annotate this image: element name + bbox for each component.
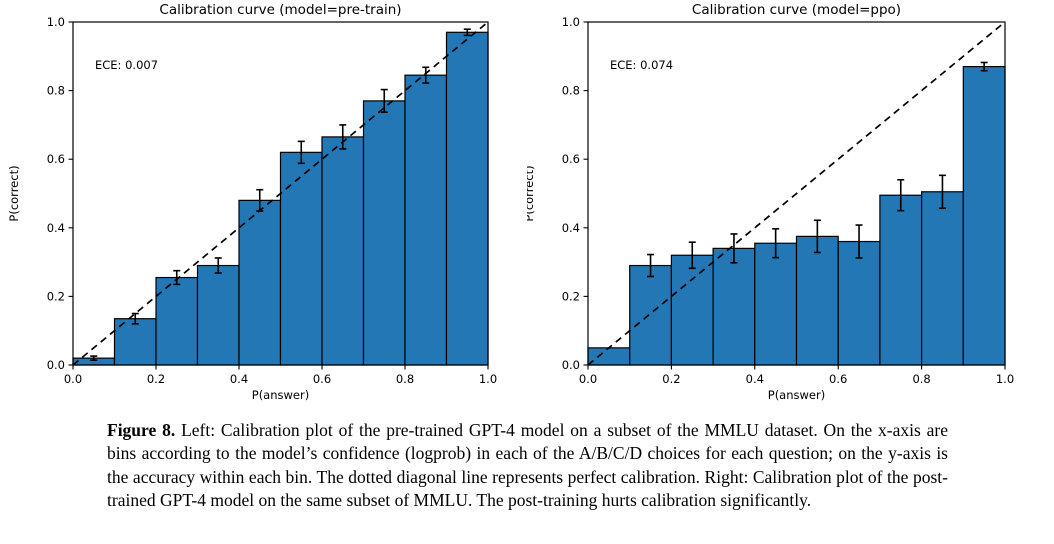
ece-annotation: ECE: 0.074 bbox=[610, 58, 673, 72]
calibration-chart-ppo: 0.0 0.2 0.4 0.6 0.8 1.0 0.0 0.2 0.4 0.6 0.8 1.0 Cali… bbox=[522, 0, 1054, 415]
x-axis-tick-label: 0.0 bbox=[64, 372, 82, 386]
bar bbox=[587, 347, 631, 366]
y-axis-label: P(correct) bbox=[7, 165, 21, 221]
perfect-calibration-line bbox=[72, 21, 489, 366]
y-axis-tick-label: 1.0 bbox=[562, 15, 580, 29]
figure-caption-label: Figure 8. bbox=[107, 420, 176, 440]
y-axis-tick-label: 0.6 bbox=[562, 152, 580, 166]
x-axis-tick-label: 0.4 bbox=[746, 372, 764, 386]
x-axis-label: P(answer) bbox=[768, 388, 825, 402]
calibration-chart-pretrain: 0.0 0.2 0.4 0.6 0.8 1.0 0.0 0.2 0.4 0.6 0.8 1.0 Cali… bbox=[0, 0, 527, 415]
x-axis-tick-label: 0.4 bbox=[230, 372, 248, 386]
bar bbox=[238, 199, 282, 366]
y-axis-tick-label: 0.2 bbox=[562, 289, 580, 303]
x-axis-tick-label: 0.6 bbox=[829, 372, 847, 386]
x-axis-tick-label: 1.0 bbox=[479, 372, 497, 386]
x-axis-tick-label: 0.2 bbox=[147, 372, 165, 386]
bar bbox=[879, 194, 923, 366]
bar bbox=[670, 254, 714, 366]
x-axis-tick-label: 0.8 bbox=[396, 372, 414, 386]
bar bbox=[837, 240, 881, 366]
bar bbox=[362, 100, 406, 366]
axes-box bbox=[587, 21, 1006, 366]
y-axis-tick-label: 0.4 bbox=[47, 221, 65, 235]
y-axis-tick-label: 0.6 bbox=[47, 152, 65, 166]
figure-caption: Figure 8. Left: Calibration plot of the … bbox=[107, 419, 948, 512]
y-axis-tick-label: 0.8 bbox=[47, 84, 65, 98]
bar bbox=[795, 235, 839, 366]
calibration-chart-pretrain-svg: 0.0 0.2 0.4 0.6 0.8 1.0 0.0 0.2 0.4 0.6 0.8 1.0 Cali… bbox=[7, 2, 497, 402]
bar bbox=[155, 276, 199, 366]
bar bbox=[279, 151, 323, 366]
y-axis-tick-label: 0.0 bbox=[562, 358, 580, 372]
figure-caption-text: Left: Calibration plot of the pre-traine… bbox=[107, 420, 948, 510]
y-axis-tick-label: 0.4 bbox=[562, 221, 580, 235]
bar bbox=[712, 247, 756, 366]
bar bbox=[321, 136, 365, 366]
chart-title: Calibration curve (model=pre-train) bbox=[159, 2, 401, 18]
x-axis-tick-label: 0.6 bbox=[313, 372, 331, 386]
x-axis-tick-label: 0.2 bbox=[662, 372, 680, 386]
calibration-chart-ppo-svg: 0.0 0.2 0.4 0.6 0.8 1.0 0.0 0.2 0.4 0.6 0.8 1.0 Cali… bbox=[522, 2, 1014, 402]
x-axis-tick-label: 1.0 bbox=[996, 372, 1014, 386]
y-axis-label: P(correct) bbox=[527, 165, 536, 221]
y-axis-tick-label: 0.0 bbox=[47, 358, 65, 372]
bar bbox=[404, 74, 448, 366]
bar bbox=[196, 264, 240, 366]
y-axis-tick-label: 1.0 bbox=[47, 15, 65, 29]
x-axis-tick-label: 0.8 bbox=[912, 372, 930, 386]
axes-box bbox=[72, 21, 489, 366]
ece-annotation: ECE: 0.007 bbox=[95, 58, 158, 72]
bar bbox=[629, 264, 672, 366]
bar bbox=[754, 242, 798, 366]
x-axis-tick-label: 0.0 bbox=[579, 372, 597, 386]
bar bbox=[445, 31, 489, 366]
chart-title: Calibration curve (model=ppo) bbox=[692, 2, 901, 18]
y-axis-tick-label: 0.8 bbox=[562, 84, 580, 98]
bar bbox=[921, 191, 964, 366]
x-axis-label: P(answer) bbox=[252, 388, 309, 402]
perfect-calibration-line bbox=[587, 21, 1006, 366]
y-axis-tick-label: 0.2 bbox=[47, 289, 65, 303]
bar bbox=[962, 65, 1006, 366]
